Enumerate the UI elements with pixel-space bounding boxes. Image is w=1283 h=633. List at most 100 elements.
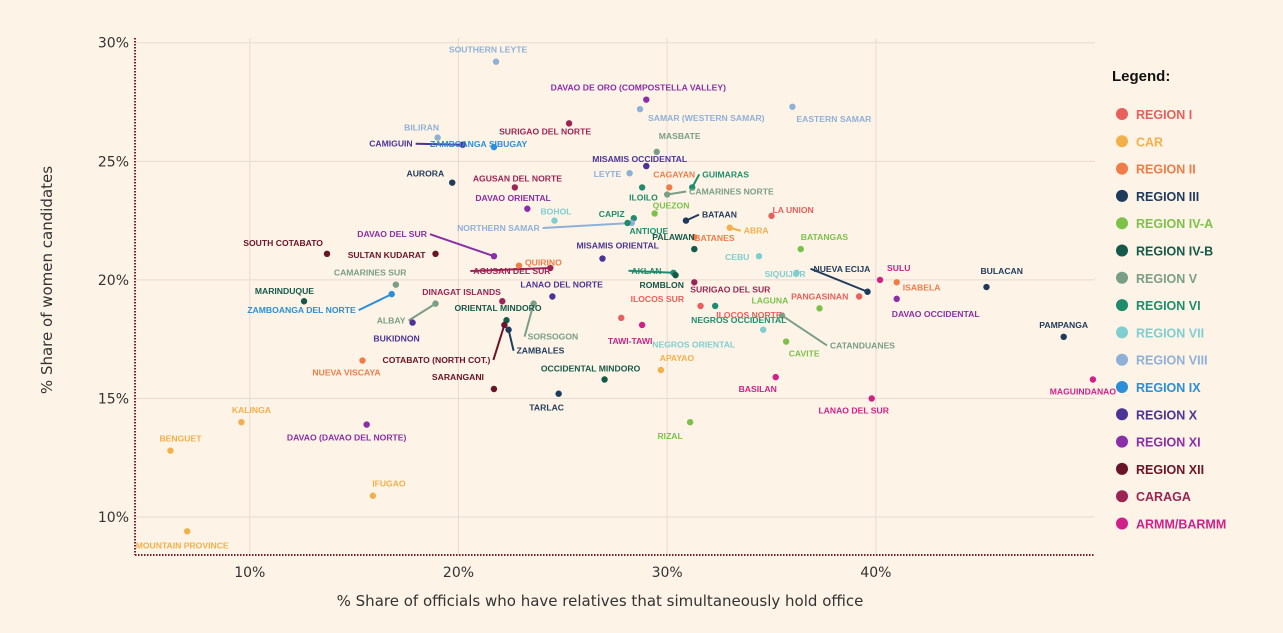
- label-cavite: CAVITE: [789, 349, 820, 359]
- legend-marker-region-ii: [1116, 162, 1128, 175]
- point-lanao-del-norte: [549, 293, 556, 300]
- label-abra: ABRA: [744, 226, 769, 236]
- label-leyte: LEYTE: [594, 169, 622, 179]
- point-southern-leyte: [492, 58, 500, 65]
- label-apayao: APAYAO: [660, 353, 695, 363]
- y-tick-label: 15%: [98, 391, 129, 407]
- x-axis-title: % Share of officials who have relatives …: [337, 592, 864, 610]
- point-ilocos-norte: [618, 314, 625, 322]
- label-southern-leyte: SOUTHERN LEYTE: [449, 45, 528, 55]
- label-lanao-del-norte: LANAO DEL NORTE: [520, 280, 603, 290]
- point-benguet: [167, 447, 174, 454]
- label-batanes: BATANES: [694, 233, 735, 243]
- label-antique: ANTIQUE: [630, 226, 669, 236]
- label-tarlac: TARLAC: [529, 403, 564, 413]
- leader-camarines-norte: [667, 190, 687, 196]
- label-negros-oriental: NEGROS ORIENTAL: [652, 340, 735, 350]
- point-surigao-del-sur: [691, 279, 698, 286]
- point-biliran: [434, 134, 441, 141]
- label-sarangani: SARANGANI: [432, 372, 484, 382]
- label-camarines-norte: CAMARINES NORTE: [689, 187, 774, 197]
- label-camarines-sur: CAMARINES SUR: [334, 268, 407, 278]
- label-davao-davao-del-norte: DAVAO (DAVAO DEL NORTE): [287, 433, 407, 443]
- point-davao-occidental: [893, 295, 900, 303]
- label-isabela: ISABELA: [903, 282, 941, 292]
- label-quirino: QUIRINO: [525, 258, 562, 268]
- legend-marker-region-vi: [1116, 299, 1128, 312]
- point-agusan-del-norte: [511, 184, 519, 191]
- point-aurora: [449, 179, 456, 186]
- point-samar-western-samar: [636, 105, 644, 113]
- legend-marker-region-iii: [1116, 189, 1128, 202]
- x-tick-label: 10%: [234, 565, 265, 581]
- y-tick-label: 25%: [98, 154, 129, 170]
- point-zamboanga-del-norte: [388, 290, 395, 298]
- point-la-union: [768, 212, 775, 220]
- point-guimaras: [689, 184, 696, 191]
- label-davao-oriental: DAVAO ORIENTAL: [475, 193, 550, 203]
- label-eastern-samar: EASTERN SAMAR: [796, 114, 872, 124]
- y-tick-label: 30%: [98, 36, 129, 52]
- point-south-cotabato: [323, 250, 331, 258]
- label-tawi-tawi: TAWI-TAWI: [608, 336, 653, 346]
- point-masbate: [653, 148, 660, 156]
- label-pampanga: PAMPANGA: [1039, 320, 1088, 330]
- label-cotabato-north-cot: COTABATO (NORTH COT.): [383, 355, 491, 365]
- label-ilocos-norte: ILOCOS NORTE: [716, 310, 782, 320]
- leader-northern-samar: [542, 221, 632, 229]
- label-south-cotabato: SOUTH COTABATO: [243, 238, 323, 248]
- legend-marker-region-viii: [1116, 353, 1128, 366]
- legend-label-region-iv-a: REGION IV-A: [1136, 217, 1213, 231]
- point-nueva-ecija: [864, 288, 871, 295]
- legend-title: Legend:: [1112, 68, 1170, 85]
- label-davao-del-sur: DAVAO DEL SUR: [357, 229, 428, 239]
- label-davao-de-oro-compostella-valley: DAVAO DE ORO (COMPOSTELLA VALLEY): [551, 83, 727, 93]
- legend-marker-region-v: [1116, 271, 1128, 284]
- point-catanduanes: [778, 312, 786, 319]
- label-agusan-del-norte: AGUSAN DEL NORTE: [473, 173, 562, 183]
- label-romblon: ROMBLON: [640, 280, 684, 290]
- label-zambales: ZAMBALES: [517, 346, 565, 356]
- leader-catanduanes: [781, 314, 828, 347]
- leader-zambales: [507, 329, 515, 351]
- legend-marker-car: [1116, 135, 1128, 148]
- point-camarines-norte: [663, 191, 671, 198]
- point-mountain-province: [183, 528, 191, 535]
- legend-label-car: CAR: [1136, 135, 1163, 149]
- point-nueva-viscaya: [359, 357, 366, 364]
- y-tick-label: 20%: [98, 273, 129, 289]
- legend-label-region-vi: REGION VI: [1136, 299, 1201, 313]
- point-sulu: [876, 276, 884, 284]
- plot-border: [134, 38, 1095, 556]
- label-ilocos-sur: ILOCOS SUR: [631, 294, 685, 304]
- label-sulu: SULU: [887, 263, 910, 273]
- point-pampanga: [1060, 333, 1067, 341]
- point-davao-de-oro-compostella-valley: [643, 96, 650, 103]
- label-maguindanao: MAGUINDANAO: [1050, 387, 1117, 397]
- label-dinagat-islands: DINAGAT ISLANDS: [422, 287, 501, 297]
- label-zamboanga-del-norte: ZAMBOANGA DEL NORTE: [247, 305, 356, 315]
- point-leyte: [626, 169, 633, 177]
- legend-marker-region-ix: [1116, 381, 1128, 393]
- label-camiguin: CAMIGUIN: [369, 139, 412, 149]
- point-batangas: [797, 245, 804, 253]
- legend-label-region-i: REGION I: [1136, 108, 1192, 122]
- legend-marker-region-iv-b: [1116, 244, 1128, 257]
- legend-label-region-iii: REGION III: [1136, 190, 1199, 204]
- leader-nueva-ecija: [810, 267, 868, 293]
- legend-label-region-viii: REGION VIII: [1136, 354, 1208, 368]
- label-negros-occidental: NEGROS OCCIDENTAL: [691, 315, 786, 325]
- point-davao-oriental: [524, 205, 531, 212]
- label-aurora: AURORA: [406, 169, 444, 179]
- point-sultan-kudarat: [432, 250, 439, 258]
- point-ifugao: [369, 492, 377, 499]
- point-ilocos-sur: [697, 302, 704, 310]
- label-nueva-viscaya: NUEVA VISCAYA: [312, 368, 380, 378]
- point-lanao-del-sur: [868, 395, 875, 402]
- point-agusan-del-sur: [547, 264, 554, 272]
- label-capiz: CAPIZ: [599, 209, 625, 219]
- leader-aklan: [628, 269, 674, 274]
- label-aklan: AKLAN: [631, 266, 661, 276]
- point-apayao: [657, 366, 665, 374]
